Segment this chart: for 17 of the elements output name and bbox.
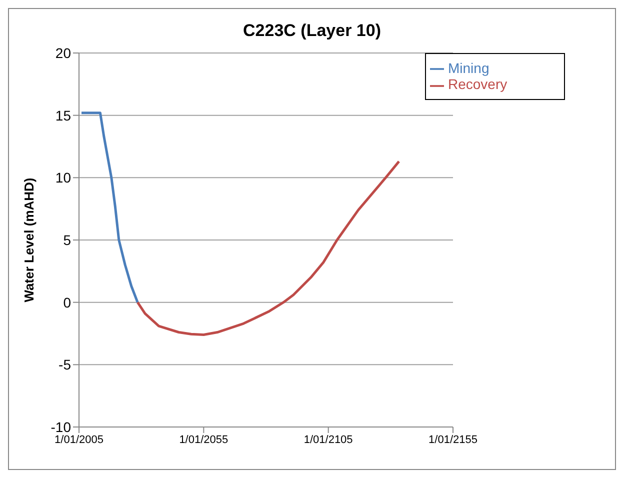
y-tick-label: 0: [63, 294, 72, 310]
x-tick-label: 1/01/2155: [428, 434, 478, 446]
y-tick-label: 20: [55, 44, 72, 61]
x-tick-label: 1/01/2005: [54, 434, 104, 446]
line-series: [136, 160, 400, 336]
y-tick-label: 5: [63, 232, 72, 248]
chart-title: C223C (Layer 10): [242, 21, 382, 42]
y-tick-label: 10: [55, 170, 72, 186]
x-tick-label: 1/01/2055: [179, 434, 228, 446]
legend-label: Mining: [448, 60, 490, 76]
y-tick-label: 15: [55, 107, 72, 124]
y-axis-title: Water Level (mAHD): [22, 178, 37, 302]
x-tick-label: 1/01/2105: [304, 434, 353, 446]
y-tick-label: -10: [50, 418, 72, 435]
legend-label: Recovery: [448, 76, 508, 92]
line-series: [80, 112, 139, 304]
y-tick-label: -5: [58, 356, 72, 373]
